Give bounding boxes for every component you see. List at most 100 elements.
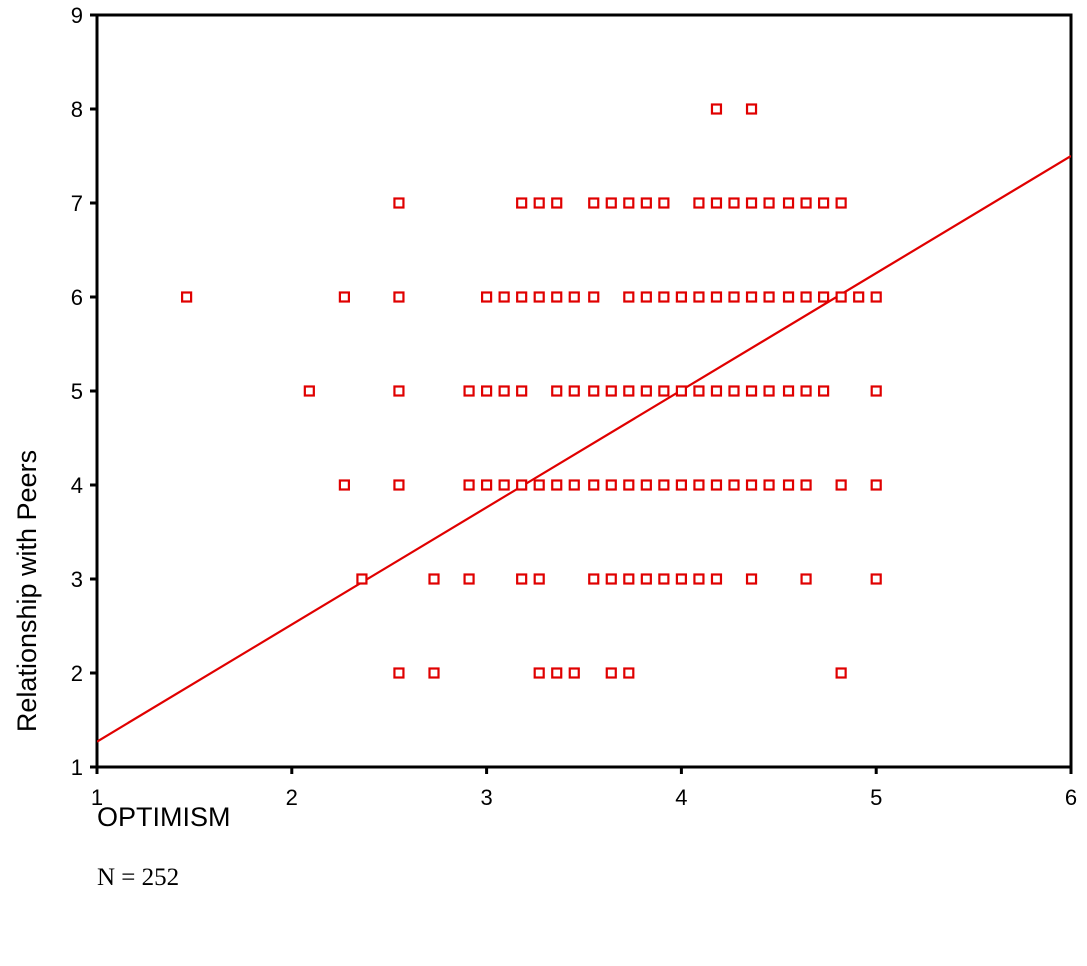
data-point: [533, 197, 545, 209]
data-point: [568, 667, 580, 679]
data-point: [551, 667, 563, 679]
data-point: [338, 479, 350, 491]
data-point: [498, 291, 510, 303]
data-point: [870, 385, 882, 397]
y-tick-label: 1: [71, 755, 83, 780]
data-point: [763, 385, 775, 397]
data-point: [675, 573, 688, 585]
data-point: [835, 667, 847, 679]
data-point: [623, 291, 635, 303]
data-point: [533, 667, 545, 679]
data-point: [551, 479, 563, 491]
data-point: [393, 197, 405, 209]
data-point: [533, 291, 545, 303]
data-point: [835, 479, 847, 491]
data-point: [800, 385, 812, 397]
data-point: [481, 291, 493, 303]
data-point: [745, 479, 758, 491]
data-point: [516, 573, 528, 585]
data-point: [675, 385, 688, 397]
data-point: [693, 291, 705, 303]
data-point: [551, 197, 563, 209]
data-point: [658, 197, 670, 209]
y-tick-label: 5: [71, 379, 83, 404]
data-point: [693, 479, 705, 491]
x-tick-label: 5: [870, 785, 882, 810]
data-point: [728, 197, 740, 209]
data-point: [623, 197, 635, 209]
data-point: [605, 573, 617, 585]
data-point: [745, 385, 758, 397]
data-point: [588, 197, 600, 209]
y-axis-ticks: 1 2 3 4 5 6 7 8 9: [71, 3, 97, 780]
data-point: [728, 291, 740, 303]
data-point: [710, 385, 723, 397]
data-point: [623, 479, 635, 491]
data-point: [745, 291, 758, 303]
data-point: [463, 385, 475, 397]
data-point: [588, 479, 600, 491]
data-point: [745, 197, 758, 209]
data-point: [800, 291, 812, 303]
x-tick-label: 6: [1065, 785, 1077, 810]
data-point: [338, 291, 350, 303]
data-point: [463, 479, 475, 491]
x-tick-label: 1: [91, 785, 103, 810]
data-point: [763, 197, 775, 209]
data-point: [498, 479, 510, 491]
y-tick-label: 4: [71, 473, 83, 498]
data-point: [551, 291, 563, 303]
y-tick-label: 3: [71, 567, 83, 592]
data-point: [533, 479, 545, 491]
data-point: [800, 479, 812, 491]
y-tick-label: 7: [71, 191, 83, 216]
data-point: [835, 291, 847, 303]
x-tick-label: 4: [675, 785, 687, 810]
data-point: [782, 479, 795, 491]
data-point: [481, 479, 493, 491]
data-point: [498, 385, 510, 397]
data-point: [605, 479, 617, 491]
data-point: [568, 479, 580, 491]
x-axis-title: OPTIMISM: [97, 802, 231, 832]
data-point: [463, 573, 475, 585]
sample-size-note: N = 252: [97, 864, 179, 891]
data-point: [516, 291, 528, 303]
x-tick-label: 2: [286, 785, 298, 810]
data-point: [818, 197, 830, 209]
data-point: [640, 479, 652, 491]
data-point: [623, 385, 635, 397]
data-point: [800, 573, 812, 585]
data-point: [568, 385, 580, 397]
data-point: [658, 385, 670, 397]
regression-line: [97, 155, 1071, 743]
data-point: [710, 573, 723, 585]
data-point: [745, 573, 758, 585]
data-point: [605, 667, 617, 679]
data-point: [588, 291, 600, 303]
data-point: [658, 291, 670, 303]
data-point: [588, 573, 600, 585]
y-tick-label: 2: [71, 661, 83, 686]
data-point: [870, 291, 882, 303]
data-point: [623, 573, 635, 585]
data-point: [710, 103, 723, 115]
data-point: [393, 667, 405, 679]
data-point: [870, 479, 882, 491]
data-point: [710, 291, 723, 303]
data-point: [303, 385, 315, 397]
data-point: [763, 291, 775, 303]
data-point: [640, 291, 652, 303]
data-point: [623, 667, 635, 679]
data-point: [640, 573, 652, 585]
data-point: [605, 385, 617, 397]
data-point: [588, 385, 600, 397]
data-point: [693, 573, 705, 585]
data-point: [693, 385, 705, 397]
data-point: [782, 291, 795, 303]
data-point: [393, 479, 405, 491]
data-point: [605, 197, 617, 209]
data-point: [710, 197, 723, 209]
regression-line-layer: [97, 155, 1071, 743]
